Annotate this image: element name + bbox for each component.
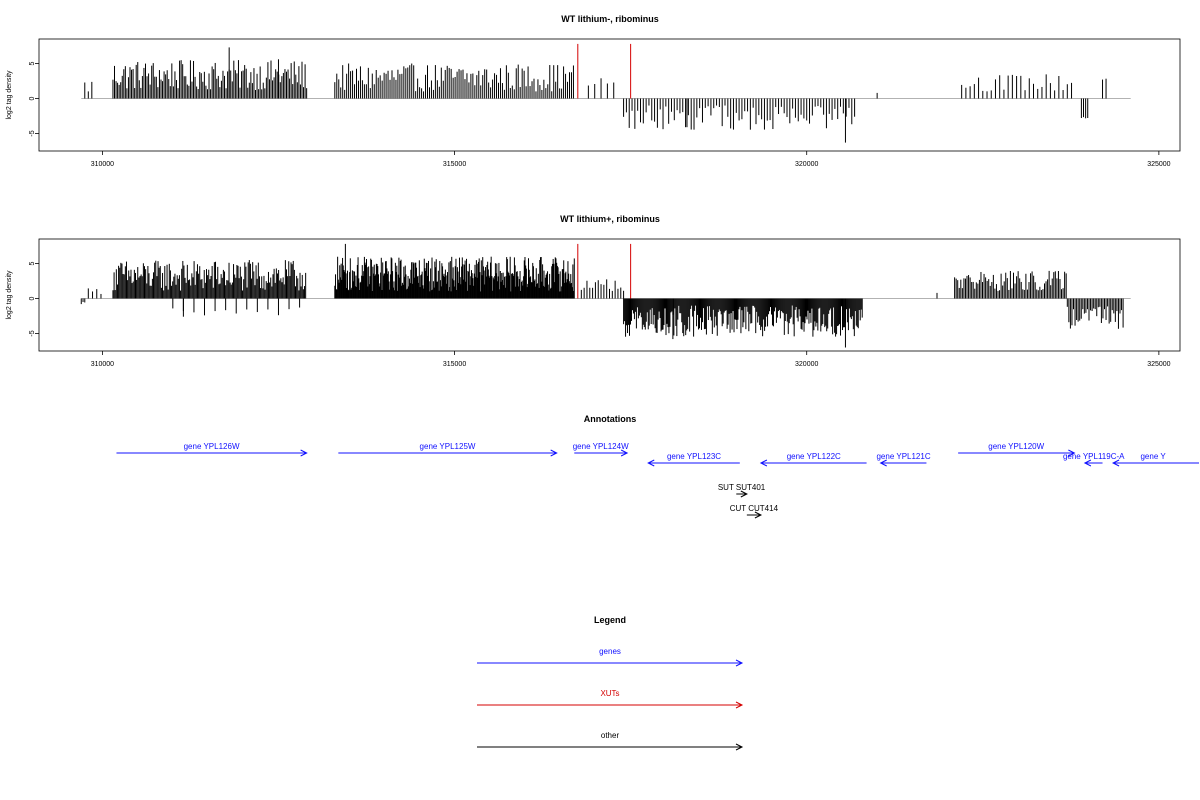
annotation-feature: gene YPL120W	[958, 442, 1076, 457]
legend: Legend genes XUTs other	[477, 615, 744, 751]
annotation-feature: gene YPL124W	[573, 442, 629, 457]
y-axis: -5 0 5	[29, 261, 39, 337]
annotation-feature: CUT CUT414	[730, 504, 779, 519]
annotation-feature: SUT SUT401	[718, 483, 766, 498]
plot-frame	[38, 238, 1181, 352]
annotations-track: Annotations gene YPL126W gene YPL125W gene…	[116, 414, 1199, 519]
legend-label: other	[601, 731, 620, 740]
x-tick-label: 320000	[795, 361, 818, 368]
y-tick-label: -5	[29, 130, 36, 136]
annotation-feature: gene YPL125W	[338, 442, 558, 457]
annotation-feature: gene YPL122C	[759, 452, 867, 467]
annotation-label: gene Y	[1140, 452, 1166, 461]
x-axis: 310000 315000 320000 325000	[91, 151, 1171, 168]
y-axis-label: log2 tag density	[6, 270, 13, 320]
annotation-label: gene YPL125W	[420, 442, 476, 451]
arrowhead	[879, 459, 887, 467]
legend-label: XUTs	[600, 689, 619, 698]
arrowhead	[740, 490, 748, 498]
y-tick-label: 5	[29, 61, 36, 65]
x-tick-label: 310000	[91, 161, 114, 168]
annotation-label: gene YPL121C	[876, 452, 930, 461]
x-tick-label: 320000	[795, 161, 818, 168]
arrowhead	[1111, 459, 1120, 467]
y-tick-label: 0	[29, 96, 36, 100]
annotation-label: CUT CUT414	[730, 504, 779, 513]
arrowhead	[300, 449, 308, 457]
x-tick-label: 325000	[1147, 161, 1170, 168]
legend-arrowhead	[735, 701, 744, 709]
legend-item: genes	[477, 647, 744, 667]
annotation-label: gene YPL120W	[988, 442, 1044, 451]
arrowhead	[759, 459, 768, 467]
annotation-label: gene YPL122C	[787, 452, 841, 461]
y-tick-label: 0	[29, 296, 36, 300]
annotation-feature: gene YPL119C-A	[1063, 452, 1125, 467]
bar-series	[81, 43, 1131, 143]
x-tick-label: 315000	[443, 161, 466, 168]
arrowhead	[620, 449, 629, 457]
plot-frame	[38, 38, 1181, 152]
arrowhead	[754, 511, 763, 519]
legend-item: XUTs	[477, 689, 744, 709]
arrowhead	[647, 459, 655, 467]
annotation-feature: gene YPL123C	[647, 452, 740, 467]
arrowhead	[550, 449, 558, 457]
x-tick-label: 310000	[91, 361, 114, 368]
y-tick-label: 5	[29, 261, 36, 265]
x-tick-label: 315000	[443, 361, 466, 368]
legend-item: other	[477, 731, 744, 751]
legend-label: genes	[599, 647, 621, 656]
chart-panel-lithium-plus: WT lithium+, ribominus log2 tag density …	[6, 214, 1181, 368]
annotation-feature: gene Y	[1111, 452, 1199, 467]
annotation-label: gene YPL124W	[573, 442, 629, 451]
legend-arrowhead	[735, 659, 744, 667]
chart-panel-lithium-minus: WT lithium-, ribominus log2 tag density …	[6, 14, 1181, 168]
chart-title: WT lithium-, ribominus	[561, 14, 659, 24]
annotation-feature: gene YPL121C	[876, 452, 931, 467]
y-tick-label: -5	[29, 330, 36, 336]
annotation-feature: gene YPL126W	[116, 442, 308, 457]
annotation-label: gene YPL119C-A	[1063, 452, 1125, 461]
chart-title: WT lithium+, ribominus	[560, 214, 660, 224]
annotation-label: SUT SUT401	[718, 483, 766, 492]
annotations-title: Annotations	[584, 414, 637, 424]
y-axis-label: log2 tag density	[6, 70, 13, 120]
x-axis: 310000 315000 320000 325000	[91, 351, 1171, 368]
legend-arrowhead	[735, 743, 744, 751]
bar-series	[80, 243, 1131, 348]
x-tick-label: 325000	[1147, 361, 1170, 368]
annotation-label: gene YPL126W	[184, 442, 240, 451]
annotation-label: gene YPL123C	[667, 452, 721, 461]
arrowhead	[1083, 459, 1092, 467]
legend-title: Legend	[594, 615, 626, 625]
arrowhead	[1068, 449, 1076, 457]
y-axis: -5 0 5	[29, 61, 39, 137]
